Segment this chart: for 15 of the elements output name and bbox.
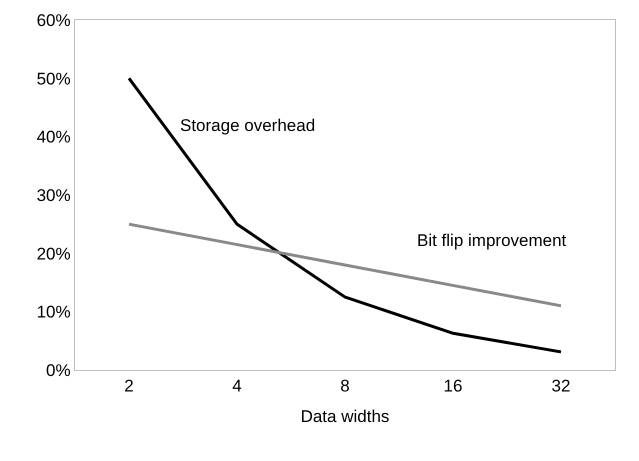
x-tick-label: 16 (444, 376, 462, 396)
x-tick-label: 8 (340, 376, 350, 396)
y-tick-label: 20% (36, 244, 71, 264)
x-tick-label: 32 (552, 376, 570, 396)
x-axis-title: Data widths (300, 406, 390, 426)
y-tick-label: 50% (36, 69, 71, 88)
y-tick-label: 40% (36, 128, 71, 147)
x-tick-label: 2 (124, 376, 134, 396)
y-tick-label: 10% (36, 302, 71, 322)
series-label: Bit flip improvement (417, 231, 567, 250)
y-tick-label: 0% (46, 360, 71, 380)
series-label: Storage overhead (180, 116, 316, 135)
y-tick-label: 30% (36, 186, 71, 205)
x-tick-label: 4 (232, 376, 242, 396)
y-tick-label: 60% (36, 10, 71, 30)
